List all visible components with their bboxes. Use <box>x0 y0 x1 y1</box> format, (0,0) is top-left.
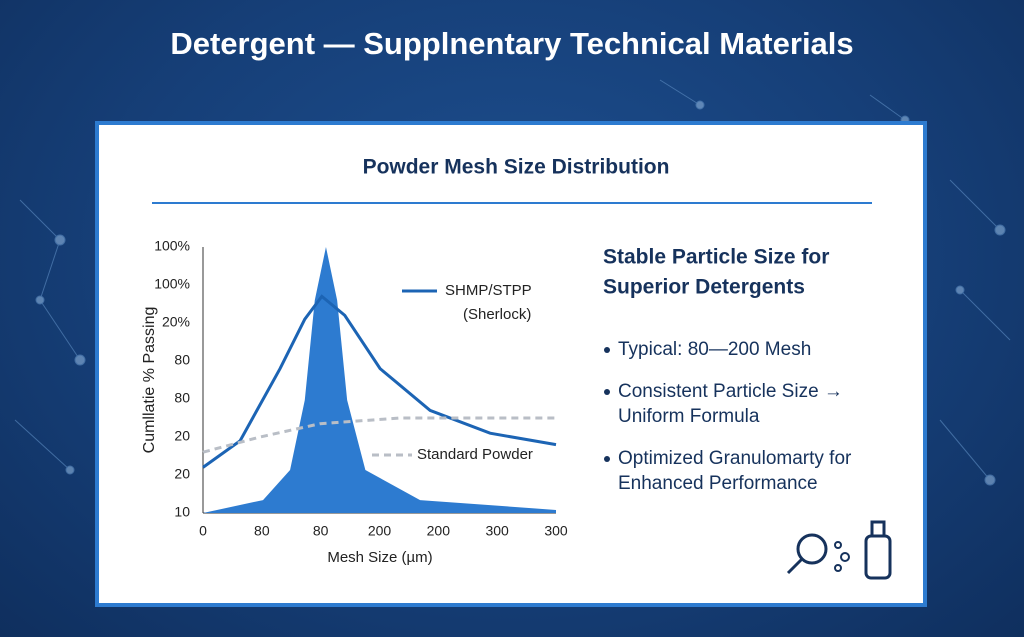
page-title: Detergent — Supplnentary Technical Mater… <box>170 26 853 61</box>
bullet-text: Typical: 80—200 Mesh <box>618 339 811 360</box>
y-tick-label: 100% <box>154 238 190 254</box>
x-tick-label: 80 <box>254 523 270 539</box>
bullet-text: Consistent Particle Size → <box>618 381 843 402</box>
y-tick-label: 20 <box>174 466 190 482</box>
card <box>95 121 927 607</box>
y-tick-label: 100% <box>154 276 190 292</box>
x-tick-label: 80 <box>313 523 329 539</box>
chart-title: Powder Mesh Size Distribution <box>363 156 670 179</box>
panel-heading: Stable Particle Size for <box>603 246 829 269</box>
x-tick-label: 200 <box>427 523 451 539</box>
x-axis-label: Mesh Size (µm) <box>327 549 432 566</box>
panel-heading: Superior Detergents <box>603 276 805 299</box>
legend-label: (Sherlock) <box>463 306 531 323</box>
y-axis-label: Cumllatie % Passing <box>141 307 158 454</box>
y-tick-label: 20% <box>162 314 190 330</box>
legend-label: SHMP/STPP <box>445 282 532 299</box>
line <box>202 294 557 469</box>
bullet-text: Enhanced Performance <box>618 473 818 494</box>
bullet-dot <box>604 389 610 395</box>
bullet-dot <box>604 456 610 462</box>
icons <box>786 520 892 580</box>
bullet-text: Uniform Formula <box>618 406 760 427</box>
legend-label: Standard Powder <box>417 446 533 463</box>
y-tick-label: 10 <box>174 504 190 520</box>
bullet-text: Optimized Granulomarty for <box>618 448 852 469</box>
y-tick-label: 80 <box>174 390 190 406</box>
x-tick-label: 300 <box>544 523 568 539</box>
x-tick-label: 200 <box>368 523 392 539</box>
y-tick-label: 80 <box>174 352 190 368</box>
y-tick-label: 20 <box>174 428 190 444</box>
bullet-dot <box>604 347 610 353</box>
x-tick-label: 0 <box>199 523 207 539</box>
line <box>202 416 556 454</box>
x-tick-label: 300 <box>485 523 509 539</box>
